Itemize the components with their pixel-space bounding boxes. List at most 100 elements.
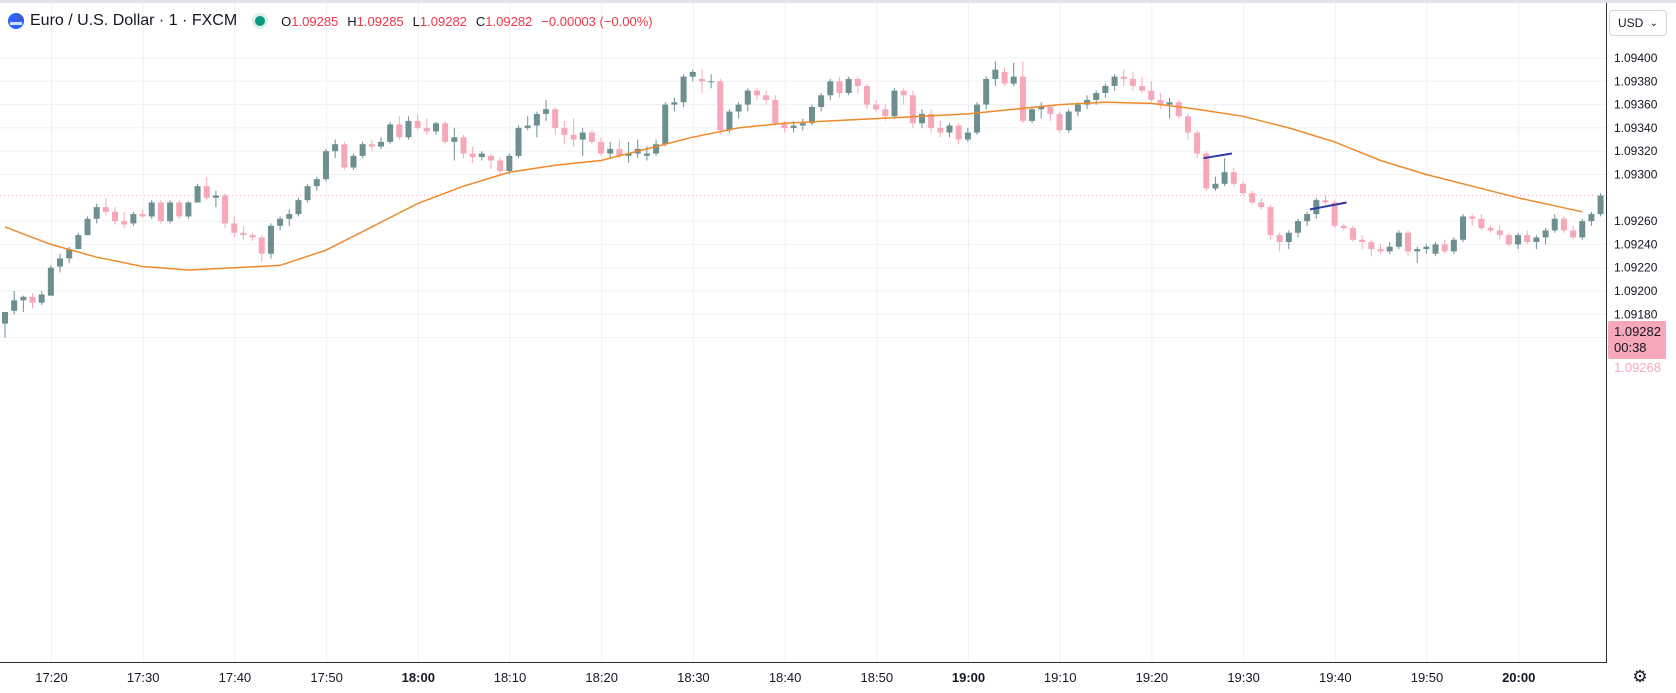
candle-body [139,214,146,217]
candle-body [643,153,650,156]
candle-body [249,235,256,238]
candle-body [66,249,73,259]
candle-body [1560,218,1567,231]
candle-body [29,296,36,303]
candle-body [753,90,760,96]
candle-body [258,237,265,254]
price-tick-label: 1.09380 [1614,74,1658,88]
ohlc-open: O1.09285 [281,13,339,29]
candle-body [20,296,27,301]
candle-body [167,202,174,222]
candle-body [570,134,577,140]
candle-body [1368,242,1375,250]
candle-body [598,141,605,154]
candle-body [653,144,660,154]
candle-body [267,225,274,254]
candle-body [432,123,439,132]
candle-body [735,104,742,112]
time-tick-label: 18:00 [402,670,435,685]
candle-body [350,155,357,168]
time-tick-label: 20:00 [1502,670,1535,685]
candle-body [1597,195,1604,215]
candle-body [176,202,183,217]
candle-body [937,127,944,133]
candle-body [1524,235,1531,243]
candle-body [717,81,724,131]
candle-body [515,127,522,156]
candle-body [1359,239,1366,243]
candle-body [964,132,971,140]
price-axis-border [1606,3,1607,663]
candle-body [790,125,797,128]
candle-body [1239,183,1246,194]
candle-body [1450,239,1457,252]
candle-body [1249,193,1256,203]
candle-body [1542,230,1549,238]
candle-body [478,153,485,158]
time-tick-label: 18:20 [585,670,618,685]
candle-body [662,104,669,145]
candle-body [203,186,210,198]
ohlc-low: L1.09282 [412,13,467,29]
candle-body [185,202,192,217]
candle-body [75,235,82,250]
currency-select[interactable]: USD ⌄ [1609,10,1667,36]
candle-body [1047,106,1054,114]
settings-gear-icon[interactable]: ⚙ [1632,667,1648,686]
candle-body [1129,78,1136,86]
candle-body [341,144,348,168]
candle-body [744,90,751,105]
candle-body [1432,244,1439,254]
candle-body [689,71,696,77]
candle-body [873,104,880,110]
candle-body [1386,246,1393,252]
candle-body [112,211,119,222]
last-price-label: 1.09282 00:38 [1608,321,1666,359]
candle-body [1230,172,1237,184]
time-tick-label: 19:00 [952,670,985,685]
candle-body [1331,202,1338,226]
candle-body [1285,232,1292,243]
candle-body [1377,249,1384,252]
candle-body [919,113,925,124]
price-tick-label: 1.09400 [1614,51,1658,65]
candle-body [1029,109,1036,121]
candle-body [1478,218,1485,229]
candle-body [1322,200,1329,203]
candle-body [1221,172,1228,184]
candle-body [763,95,770,100]
candle-body [194,186,201,203]
candle-body [1212,183,1219,189]
candle-body [616,148,623,156]
candle-body [1001,71,1008,84]
candle-body [1588,214,1595,222]
symbol-title[interactable]: Euro / U.S. Dollar · 1 · FXCM [30,12,238,29]
candle-body [818,95,825,107]
last-price-value: 1.09282 [1614,324,1661,339]
candle-body [1276,235,1283,243]
candle-body [313,179,320,187]
candle-body [148,202,155,217]
candle-body [891,90,898,117]
candle-body [38,294,45,303]
candle-body [93,207,100,219]
candle-body [1340,225,1347,229]
candle-body [506,155,513,172]
candle-body [1139,85,1146,91]
candle-body [1065,111,1072,131]
candle-body [579,132,586,140]
candle-body [488,155,495,161]
candle-body [1203,153,1210,189]
candle-body [295,200,302,215]
candle-body [451,137,458,142]
candle-body [781,123,788,128]
price-tick-label: 1.09340 [1614,121,1658,135]
time-tick-label: 19:10 [1044,670,1077,685]
candle-body [1166,102,1173,105]
candle-body [1111,76,1118,86]
candle-body [1349,228,1356,240]
trend-line-drawing [1309,201,1347,211]
price-tick-label: 1.09180 [1614,307,1658,321]
